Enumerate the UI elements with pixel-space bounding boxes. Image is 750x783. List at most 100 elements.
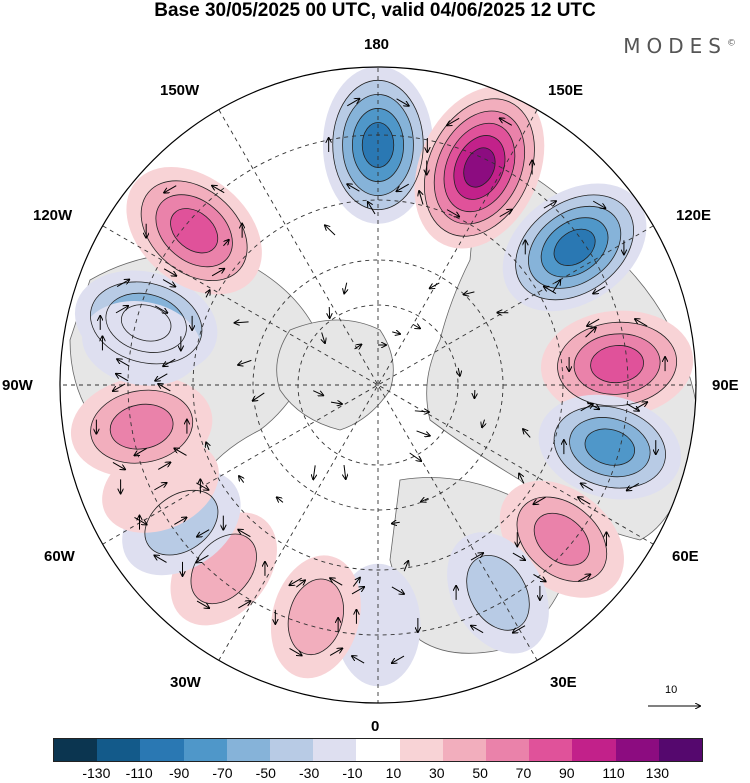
wind-arrow [206,442,209,451]
contour-ring [332,79,424,211]
contour-ring [573,333,661,395]
wind-arrow [253,392,265,401]
colorbar-swatch [97,739,141,761]
contour-ring [155,194,233,268]
contour-ring [105,292,187,353]
greenland-land [276,319,394,431]
wind-arrow [352,578,360,587]
wind-arrow [523,429,531,438]
contour-ring [433,110,526,225]
wind-arrow [174,517,186,525]
wind-arrow [533,573,545,581]
wind-arrow [277,497,284,502]
wind-arrow [543,201,556,209]
wind-arrow [592,200,605,208]
anomaly-contour-fill [288,579,344,655]
wind-arrow [117,359,130,367]
wind-arrow [419,191,424,205]
contour-ring [553,405,666,489]
wind-arrow [635,319,648,327]
wind-vectors [96,99,665,663]
wind-arrow [446,209,459,217]
wind-arrow [512,552,525,560]
wind-arrow [196,482,208,490]
wind-arrow [235,322,249,323]
colorbar-swatch [615,739,659,761]
colorbar-tick-label: -10 [342,765,363,781]
colorbar-swatch [399,739,443,761]
wind-arrow [414,411,429,412]
wind-arrow [344,282,346,294]
lon-label-150e: 150E [548,82,584,99]
wind-arrow [211,269,224,277]
contour-ring [463,147,496,188]
wind-arrow [587,318,600,326]
wind-arrow [533,496,546,504]
wind-arrow [290,577,302,585]
wind-arrow [115,306,128,314]
wind-arrow [396,98,409,106]
contour-ring [361,122,395,168]
contour-ring [590,345,644,384]
colorbar-tick-label: 30 [429,765,445,781]
anomaly-contour-fill [585,428,635,466]
wind-arrow [577,574,590,582]
wind-arrow [397,183,409,191]
contour-ring [90,281,203,365]
contour-ring [170,208,219,254]
wind-arrow [499,210,512,218]
colorbar-swatch [572,739,616,761]
map-title: Base 30/05/2025 00 UTC, valid 04/06/2025… [154,0,596,21]
wind-arrow [392,332,400,334]
wind-arrow [134,517,146,524]
wind-arrow [416,430,430,436]
contour-ring [423,98,535,237]
wind-arrow [409,452,421,461]
contour-ring [557,321,678,407]
colorbar [53,738,703,762]
wind-arrow [458,367,460,376]
wind-arrow [196,600,209,608]
wind-arrow [352,656,365,664]
contour-ring [553,228,596,266]
contour-ring [453,135,506,200]
wind-arrow [552,280,560,293]
wind-arrow [174,448,187,456]
colorbar-tick-label: 110 [602,765,625,781]
wind-arrow [134,447,147,455]
contour-ring [90,389,194,464]
contour-ring [443,122,516,213]
contour-ring [144,489,219,556]
wind-arrow [164,185,177,193]
colorbar-tick-label: 10 [385,765,402,781]
colorbar-tick-label: -70 [212,765,233,781]
colorbar-swatch [529,739,573,761]
wind-arrow [626,403,639,411]
contour-ring [569,417,651,478]
lon-label-90w: 90W [2,377,33,394]
colorbar-tick-label: 130 [645,765,670,781]
wind-arrow [347,99,359,107]
colorbar-tick-label: -90 [169,765,190,781]
wind-arrow [325,225,336,236]
contour-ring [515,194,635,301]
colorbar-tick-label: 70 [515,765,532,781]
contour-lines [90,79,678,656]
wind-arrow [581,483,594,491]
wind-arrow [347,184,360,192]
wind-arrow [212,186,225,194]
wind-arrow [392,655,405,663]
wind-arrow [368,202,376,215]
wind-arrow [313,390,323,396]
colorbar-swatch [658,739,703,761]
colorbar-swatch [356,739,400,761]
wind-arrow [500,118,513,126]
colorbar-swatch [183,739,227,761]
reference-vector-label: 10 [665,684,678,696]
wind-arrow [197,529,210,537]
lon-label-120e: 120E [676,207,712,224]
contour-ring [342,93,414,197]
wind-arrow [578,497,591,505]
lon-label-150w: 150W [160,82,200,99]
